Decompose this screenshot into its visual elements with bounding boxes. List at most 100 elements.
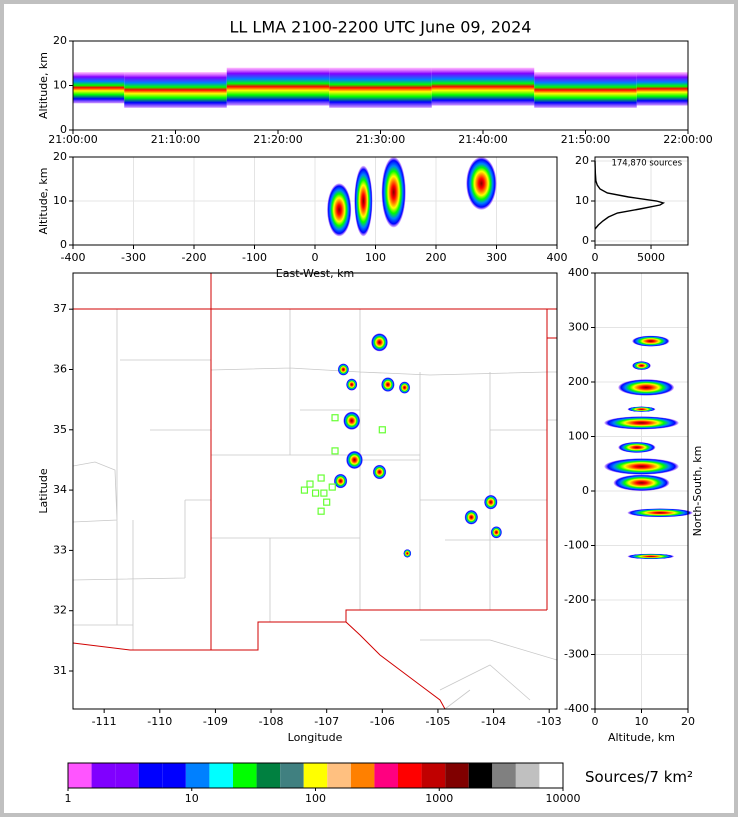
county-lines (73, 309, 211, 650)
x-tick-label: -100 (242, 251, 267, 264)
x-tick-label: 200 (426, 251, 447, 264)
colorbar-swatch (468, 763, 493, 788)
station (331, 447, 339, 455)
source-density (464, 509, 479, 525)
x-tick-label: 400 (547, 251, 568, 264)
x-tick-label: -103 (537, 715, 562, 728)
x-tick-label: 20 (681, 715, 695, 728)
y-tick-label: 300 (568, 321, 589, 334)
axes-frame (594, 156, 689, 246)
x-tick-label: 22:00:00 (663, 133, 712, 146)
colorbar-swatch (138, 763, 163, 788)
x-tick-label: -110 (147, 715, 172, 728)
x-tick-label: 0 (312, 251, 319, 264)
y-axis-label: Altitude, km (37, 52, 50, 119)
x-tick-label: -200 (182, 251, 207, 264)
colorbar-swatch (398, 763, 422, 788)
y-tick-label: 10 (53, 79, 67, 92)
x-tick-label: -400 (61, 251, 86, 264)
y-tick-label: 36 (53, 362, 67, 375)
station (311, 489, 320, 497)
colorbar-swatch (115, 763, 139, 788)
y-tick-label: 100 (568, 430, 589, 443)
source-density (403, 549, 412, 558)
colorbar-swatch (68, 763, 92, 788)
x-tick-label: 0 (592, 251, 599, 264)
colorbar-swatch (280, 763, 304, 788)
y-tick-label: -300 (564, 648, 589, 661)
x-tick-label: -111 (92, 715, 117, 728)
source-density (604, 458, 679, 475)
county-lines (210, 309, 548, 622)
source-density (632, 335, 670, 347)
x-tick-label: -107 (314, 715, 339, 728)
y-tick-label: 32 (53, 604, 67, 617)
source-density (372, 464, 387, 480)
station (320, 489, 328, 497)
colorbar-swatch (374, 763, 398, 788)
source-density (618, 379, 675, 396)
source-density (399, 381, 411, 394)
x-tick-label: -105 (425, 715, 450, 728)
x-axis-label: Longitude (288, 731, 343, 744)
source-density (354, 165, 373, 237)
y-tick-label: 31 (53, 664, 67, 677)
colorbar-tick-label: 1 (65, 792, 72, 805)
station (378, 426, 386, 434)
y-tick-label: 0 (582, 234, 589, 247)
colorbar-tick-label: 10000 (546, 792, 581, 805)
y-tick-label: 20 (53, 150, 67, 163)
colorbar-swatch (492, 763, 516, 788)
colorbar-swatch (233, 763, 257, 788)
y-tick-label: -400 (564, 702, 589, 715)
county-lines (420, 371, 557, 709)
colorbar-swatch (539, 763, 563, 788)
colorbar-label: Sources/7 km² (585, 768, 693, 786)
y-tick-label: 0 (60, 123, 67, 136)
x-tick-label: 21:50:00 (561, 133, 610, 146)
x-tick-label: -104 (481, 715, 506, 728)
x-tick-label: 5000 (637, 251, 665, 264)
source-density (466, 157, 497, 210)
chart-title: LL LMA 2100-2200 UTC June 09, 2024 (230, 18, 532, 37)
y-tick-label: 400 (568, 266, 589, 279)
sources-annotation: 174,870 sources (611, 159, 682, 169)
colorbar-swatch (445, 763, 469, 788)
colorbar-swatch (327, 763, 351, 788)
station (331, 414, 339, 422)
altitude-band (431, 67, 535, 106)
state-borders (73, 273, 557, 709)
station (300, 486, 309, 494)
altitude-band (534, 72, 637, 108)
source-density (627, 508, 693, 518)
colorbar-swatch (91, 763, 116, 788)
source-density (346, 378, 358, 391)
x-tick-label: -109 (203, 715, 228, 728)
y-tick-label: 33 (53, 543, 67, 556)
station (323, 498, 331, 506)
source-density (381, 157, 406, 228)
altitude-band (124, 72, 227, 108)
source-density (490, 526, 502, 539)
x-tick-label: 100 (365, 251, 386, 264)
y-tick-label: 37 (53, 302, 67, 315)
axes-frame (67, 762, 564, 789)
y-tick-label: 200 (568, 375, 589, 388)
source-density (627, 406, 656, 412)
y-tick-label: 34 (53, 483, 67, 496)
station (306, 480, 314, 488)
source-density (327, 183, 352, 237)
axes-frame (72, 40, 689, 131)
axes-frame (594, 272, 689, 710)
source-density (632, 361, 651, 371)
y-tick-label: 10 (575, 194, 589, 207)
x-tick-label: 21:20:00 (253, 133, 302, 146)
source-density (618, 441, 656, 453)
source-density (604, 416, 679, 430)
x-tick-label: 21:10:00 (151, 133, 200, 146)
colorbar-swatch (162, 763, 186, 788)
source-density (613, 474, 670, 492)
altitude-profile (594, 160, 666, 230)
y-axis-label: Latitude (37, 468, 50, 514)
figure-background (4, 4, 734, 813)
